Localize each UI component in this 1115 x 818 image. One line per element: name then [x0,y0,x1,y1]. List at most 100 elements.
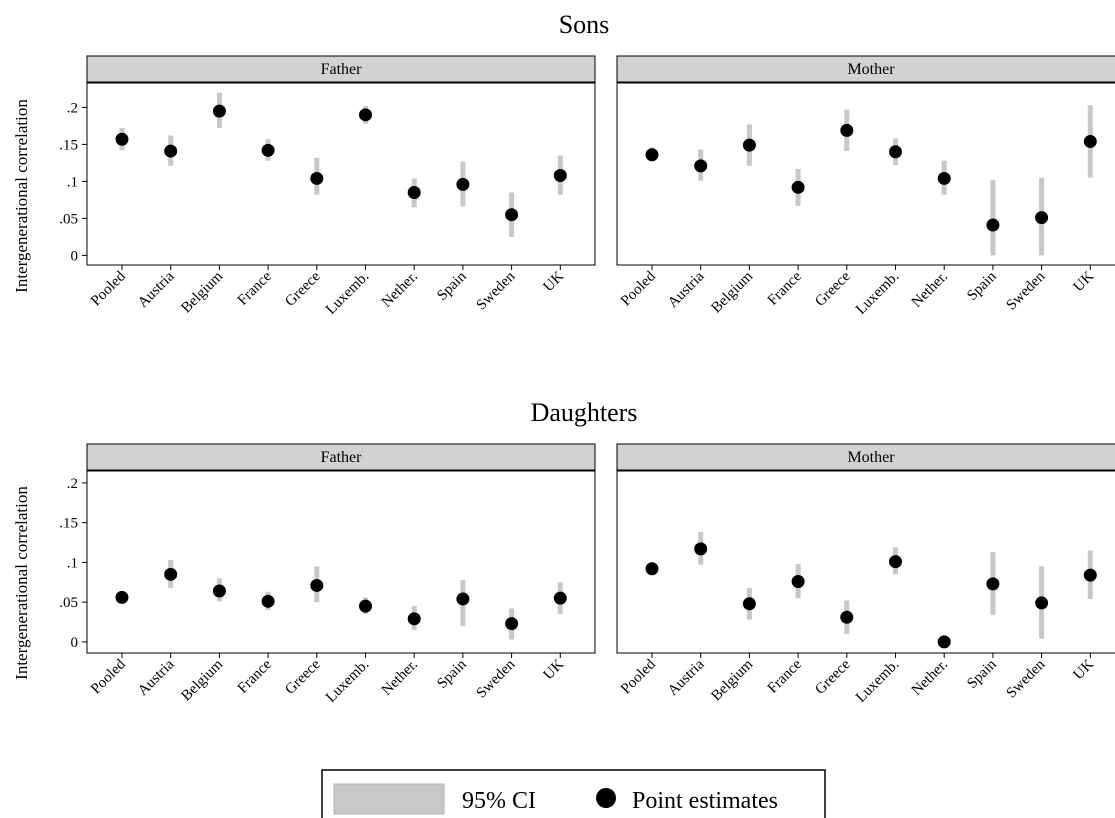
point-estimate [359,108,372,122]
point-estimate [645,562,659,576]
panel-daughters-father [86,470,596,654]
x-tick-label: Austria [135,268,178,311]
x-tick-label: Pooled [618,656,659,697]
point-estimate [115,132,129,146]
daughters-ylabel: Intergenerational correlation [12,486,31,680]
point-estimate [1035,596,1049,610]
point-estimate [553,591,567,605]
x-tick-label: Greece [282,268,324,310]
point-estimate [1083,568,1097,582]
x-tick-label: Belgium [178,268,226,316]
x-tick-label: Austria [135,656,178,699]
point-estimate [261,594,275,608]
point-estimate [694,159,708,173]
point-estimate [407,185,421,199]
strip-sons-mother: Mother [616,55,1115,83]
point-estimate [889,555,902,569]
point-estimate [359,599,372,613]
x-tick-label: France [765,268,805,308]
x-tick-label: Luxemb. [853,269,902,318]
x-tick-label: UK [1070,268,1097,295]
panel-sons-father [86,82,596,266]
x-tick-label: UK [540,268,567,295]
x-tick-label: Spain [964,656,1000,692]
y-tick-label: 0 [71,635,79,651]
x-tick-label: Belgium [708,268,756,316]
x-tick-label: Sweden [474,268,519,313]
x-tick-label: Greece [812,268,854,310]
y-tick-label: .1 [67,174,78,190]
x-tick-label: Nether. [909,269,951,311]
point-estimate [742,138,756,152]
point-estimate [212,104,226,118]
ci-bar [990,179,996,256]
point-estimate [791,180,805,194]
x-tick-label: Austria [665,268,708,311]
y-tick-label: .1 [67,555,78,571]
x-tick-label: UK [1070,656,1097,683]
x-tick-label: Belgium [178,656,226,704]
x-tick-label: Spain [434,268,470,304]
point-estimate [986,577,1000,591]
legend: 95% CI Point estimates [321,769,826,818]
point-estimate [164,144,178,158]
point-estimate [742,597,756,611]
x-tick-label: UK [540,656,567,683]
x-tick-label: Spain [964,268,1000,304]
y-tick-label: .05 [59,211,78,227]
x-tick-label: Greece [282,656,324,698]
point-estimate [456,177,470,191]
sons-ylabel: Intergenerational correlation [12,99,31,293]
x-tick-label: Austria [665,656,708,699]
strip-label: Mother [847,449,895,466]
point-estimate [553,168,567,182]
x-tick-label: Luxemb. [853,657,902,706]
point-estimate [407,612,421,626]
x-tick-label: Nether. [909,657,951,699]
point-estimate [791,574,805,588]
point-estimate [505,208,519,222]
x-tick-label: Spain [434,656,470,692]
strip-label: Father [321,449,363,466]
y-tick-label: .15 [59,516,78,532]
point-estimate [645,148,659,162]
x-tick-label: France [235,656,275,696]
strip-label: Father [321,61,363,78]
point-estimate [889,145,902,159]
y-tick-label: .2 [67,476,78,492]
strip-daughters-father: Father [86,443,596,471]
point-estimate [115,590,129,604]
x-tick-label: Luxemb. [323,657,372,706]
point-estimate [937,171,951,185]
point-estimate [164,567,178,581]
point-estimate [456,592,470,606]
x-tick-label: Sweden [1004,656,1049,701]
point-estimate [212,584,226,598]
sons-title: Sons [559,10,610,39]
x-tick-label: Greece [812,656,854,698]
legend-ci-label: 95% CI [462,788,536,814]
x-tick-label: Belgium [708,656,756,704]
point-estimate [310,578,324,592]
x-tick-label: France [765,656,805,696]
point-estimate [505,617,519,631]
x-tick-label: Nether. [379,657,421,699]
y-tick-label: .15 [59,137,78,153]
point-estimate [840,610,854,624]
strip-sons-father: Father [86,55,596,83]
point-estimate [310,171,324,185]
x-tick-label: Pooled [88,656,129,697]
legend-point-label: Point estimates [632,788,778,814]
point-estimate [261,143,275,157]
x-tick-label: Luxemb. [323,269,372,318]
y-tick-label: .05 [59,595,78,611]
point-estimate [986,218,1000,232]
x-tick-label: France [235,268,275,308]
point-estimate [1035,211,1049,225]
legend-point-marker [596,788,616,808]
x-tick-label: Pooled [88,268,129,309]
point-estimate [840,123,854,137]
y-tick-label: 0 [71,248,79,264]
point-estimate [1083,134,1097,148]
